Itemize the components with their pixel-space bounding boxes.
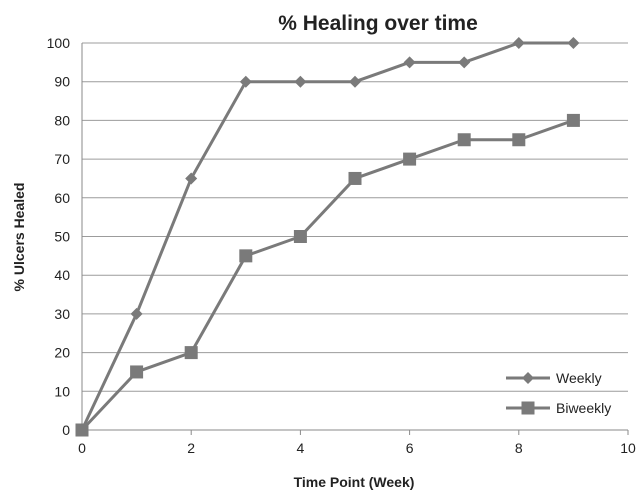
data-point-weekly — [294, 75, 307, 88]
x-tick-label: 8 — [515, 440, 523, 456]
axes — [81, 43, 629, 435]
y-tick-label: 100 — [47, 35, 71, 51]
data-point-biweekly — [457, 133, 471, 147]
data-point-weekly — [239, 75, 252, 88]
data-point-weekly — [512, 37, 525, 49]
legend-marker-biweekly — [521, 401, 535, 415]
data-point-weekly — [349, 75, 361, 88]
data-point-weekly — [130, 307, 143, 320]
y-axis-title: % Ulcers Healed — [11, 183, 27, 292]
y-tick-label: 90 — [54, 74, 70, 90]
data-point-weekly — [403, 56, 416, 69]
data-point-biweekly — [348, 171, 362, 185]
series-biweekly — [75, 113, 580, 437]
x-tick-label: 2 — [187, 440, 195, 456]
series-weekly — [76, 37, 580, 436]
x-axis-title: Time Point (Week) — [294, 474, 415, 490]
data-point-biweekly — [239, 249, 253, 263]
y-tick-label: 0 — [62, 422, 70, 438]
data-point-biweekly — [184, 346, 198, 360]
y-tick-label: 20 — [54, 345, 70, 361]
data-point-biweekly — [512, 133, 526, 147]
legend: Weekly Biweekly — [506, 370, 611, 416]
data-point-weekly — [567, 37, 580, 49]
y-tick-label: 60 — [54, 190, 70, 206]
y-tick-label: 30 — [54, 306, 70, 322]
x-tick-label: 4 — [297, 440, 305, 456]
data-point-weekly — [458, 56, 471, 69]
x-tick-label: 0 — [78, 440, 86, 456]
data-point-biweekly — [566, 113, 580, 127]
data-point-biweekly — [403, 152, 417, 166]
legend-marker-weekly — [522, 372, 534, 384]
x-tick-labels: 0 2 4 6 8 10 — [78, 440, 636, 456]
data-point-biweekly — [130, 365, 144, 379]
data-point-weekly — [185, 172, 198, 185]
y-tick-label: 50 — [54, 229, 70, 245]
y-tick-label: 40 — [54, 267, 70, 283]
y-tick-label: 70 — [54, 151, 70, 167]
chart-title: % Healing over time — [278, 12, 478, 35]
x-tick-label: 10 — [620, 440, 636, 456]
legend-label-weekly: Weekly — [556, 370, 602, 386]
data-point-biweekly — [293, 230, 307, 243]
y-tick-label: 10 — [54, 383, 70, 399]
data-point-biweekly — [75, 423, 89, 437]
y-tick-label: 80 — [54, 112, 70, 128]
x-tick-label: 6 — [406, 440, 414, 456]
series-line-biweekly — [80, 118, 574, 432]
series-group — [75, 37, 580, 437]
y-tick-labels: 0 10 20 30 40 50 60 70 80 90 100 — [47, 35, 71, 438]
legend-label-biweekly: Biweekly — [556, 400, 611, 416]
series-line-weekly — [80, 41, 574, 431]
gridlines — [82, 42, 628, 392]
